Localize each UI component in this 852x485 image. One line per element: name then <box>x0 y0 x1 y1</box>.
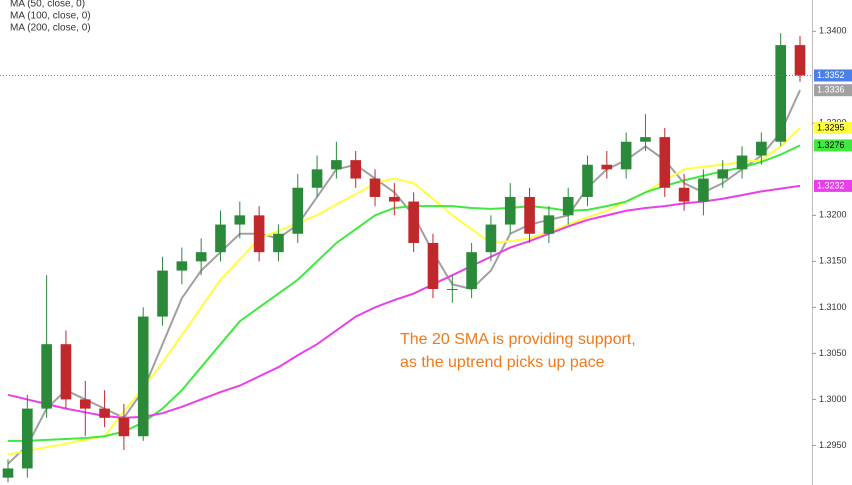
candle-body <box>466 252 477 289</box>
candle-body <box>79 399 91 409</box>
candle-body <box>698 178 709 202</box>
candle-body <box>640 137 651 142</box>
candle-body <box>775 45 786 142</box>
price-tag-label: 1.3352 <box>817 70 845 80</box>
candle-body <box>273 233 284 253</box>
candle-body <box>369 178 381 197</box>
candle-body <box>524 196 535 234</box>
candle-body <box>601 164 613 170</box>
legend-entry: MA (50, close, 0) <box>10 0 85 10</box>
candle-body <box>41 344 52 409</box>
price-tag-label: 1.3276 <box>817 140 845 150</box>
price-tag <box>814 84 852 97</box>
price-tag <box>814 69 852 82</box>
candle-body <box>485 224 497 253</box>
candle-body <box>562 196 574 216</box>
candle-body <box>118 417 130 437</box>
candle-body <box>659 137 671 188</box>
candle-body <box>195 252 207 262</box>
candle-body <box>504 196 516 225</box>
candle-body <box>176 261 188 271</box>
candle-body <box>60 344 72 400</box>
legend-entry: MA (100, close, 0) <box>10 11 91 22</box>
y-tick-label: 1.3150 <box>819 256 847 266</box>
candle-body <box>678 187 690 202</box>
y-tick-label: 1.3050 <box>819 348 847 358</box>
candle-body <box>350 160 362 179</box>
candle-body <box>331 160 342 170</box>
candle-body <box>427 242 439 289</box>
price-tag <box>814 139 852 152</box>
candle-body <box>736 155 748 170</box>
annotation: as the uptrend picks up pace <box>400 354 605 371</box>
candle-body <box>137 316 149 437</box>
y-tick-label: 1.2950 <box>819 440 847 450</box>
candle-body <box>253 215 265 253</box>
annotation: The 20 SMA is providing support, <box>400 331 636 348</box>
price-tag-label: 1.3336 <box>817 85 845 95</box>
candle-body <box>292 187 304 234</box>
candle-body <box>22 408 33 469</box>
candle-body <box>99 408 110 418</box>
y-tick-label: 1.3100 <box>819 302 847 312</box>
y-tick-label: 1.3000 <box>819 394 847 404</box>
legend-entry: MA (200, close, 0) <box>10 23 91 34</box>
price-tag-label: 1.3295 <box>817 122 845 132</box>
candle-body <box>215 224 226 253</box>
price-tag-label: 1.3232 <box>817 180 845 190</box>
y-tick-label: 1.3400 <box>819 26 847 36</box>
candle-body <box>389 196 400 202</box>
y-tick-label: 1.3200 <box>819 210 847 220</box>
price-tag <box>814 121 852 134</box>
candle-body <box>311 169 323 188</box>
candle-body <box>717 169 729 179</box>
candle-body <box>620 141 632 170</box>
candle-body <box>234 215 246 225</box>
candle-body <box>794 45 806 76</box>
candle-body <box>756 141 767 156</box>
candle-body <box>543 215 555 234</box>
candle-body <box>408 201 419 243</box>
price-tag <box>814 179 852 192</box>
candle-body <box>446 288 458 290</box>
candle-body <box>2 468 14 478</box>
candle-body <box>157 270 168 317</box>
candle-body <box>582 164 593 197</box>
